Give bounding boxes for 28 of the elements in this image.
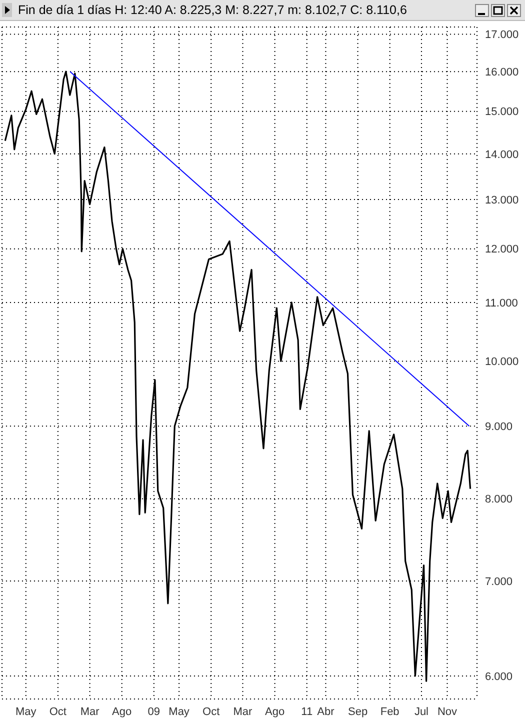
- x-tick-label: Oct: [202, 706, 220, 718]
- x-tick-label: Mar: [233, 706, 253, 718]
- x-tick-label: Ago: [112, 706, 132, 718]
- y-tick-label: 17.000: [485, 29, 519, 42]
- y-tick-label: 6.000: [485, 670, 513, 683]
- y-tick-label: 13.000: [485, 194, 519, 206]
- x-tick-label: Feb: [380, 706, 400, 718]
- x-tick-label: Ago: [265, 706, 285, 718]
- y-tick-label: 8.000: [485, 494, 513, 506]
- x-tick-label: Jul: [414, 706, 429, 718]
- y-tick-label: 12.000: [485, 244, 519, 256]
- x-tick-label: Oct: [49, 706, 67, 718]
- x-tick-label: Abr: [317, 706, 335, 718]
- y-tick-label: 14.000: [485, 148, 519, 161]
- x-tick-label: May: [15, 706, 37, 718]
- y-tick-label: 7.000: [485, 576, 513, 588]
- x-tick-label: May: [168, 706, 190, 718]
- x-tick-label: Mar: [80, 706, 100, 718]
- y-tick-label: 10.000: [485, 356, 519, 368]
- x-tick-label: 11: [301, 706, 313, 718]
- y-tick-label: 15.000: [485, 106, 519, 118]
- y-tick-label: 16.000: [485, 66, 519, 78]
- x-tick-label: 09: [148, 706, 160, 718]
- x-tick-label: Sep: [348, 706, 368, 718]
- y-tick-label: 11.000: [485, 297, 518, 310]
- x-tick-label: Nov: [437, 706, 458, 718]
- y-tick-label: 9.000: [485, 421, 513, 434]
- chart-title: Fin de día 1 días H: 12:40 A: 8.225,3 M: 8.227,7 m: 8.102,7 C: 8.110,6: [18, 3, 407, 17]
